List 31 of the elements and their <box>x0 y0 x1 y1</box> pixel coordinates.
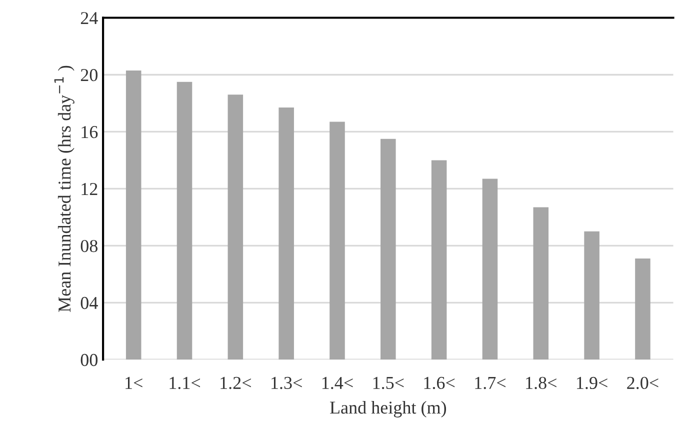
y-tick-label: 20 <box>80 68 98 82</box>
x-tick-label: 1< <box>126 376 142 389</box>
bar <box>533 207 549 360</box>
x-tick-label: 2.0< <box>627 376 658 390</box>
bar <box>126 70 142 360</box>
bar <box>228 94 244 360</box>
x-axis-title: Land height (m) <box>330 401 446 418</box>
y-tick-label: 04 <box>80 296 98 310</box>
y-tick-label: 24 <box>80 12 98 24</box>
x-tick-label: 1.5< <box>373 376 404 390</box>
x-tick-label: 1.3< <box>272 376 302 390</box>
x-tick-label: 1.8< <box>526 376 556 390</box>
y-axis-title: Mean Inundated time (hrs day$^{−1}$ ) <box>54 66 74 312</box>
bar <box>330 122 345 360</box>
bar <box>278 108 294 360</box>
x-tick-label: 1.2< <box>220 376 251 390</box>
bar <box>635 258 650 360</box>
bar <box>431 160 447 360</box>
y-tick-label: 08 <box>80 240 98 252</box>
x-tick-label: 1.9< <box>577 376 608 390</box>
x-tick-label: 1.6< <box>424 376 455 390</box>
x-tick-label: 1.1< <box>170 376 200 390</box>
y-tick-label: 16 <box>82 126 98 138</box>
bar <box>380 138 396 360</box>
y-tick-label: 00 <box>80 354 98 366</box>
bar <box>176 82 192 360</box>
x-tick-label: 1.7< <box>475 376 506 390</box>
x-tick-label: 1.4< <box>322 376 353 390</box>
bar <box>482 178 498 360</box>
y-tick-label: 12 <box>82 183 98 195</box>
bar <box>584 231 600 360</box>
